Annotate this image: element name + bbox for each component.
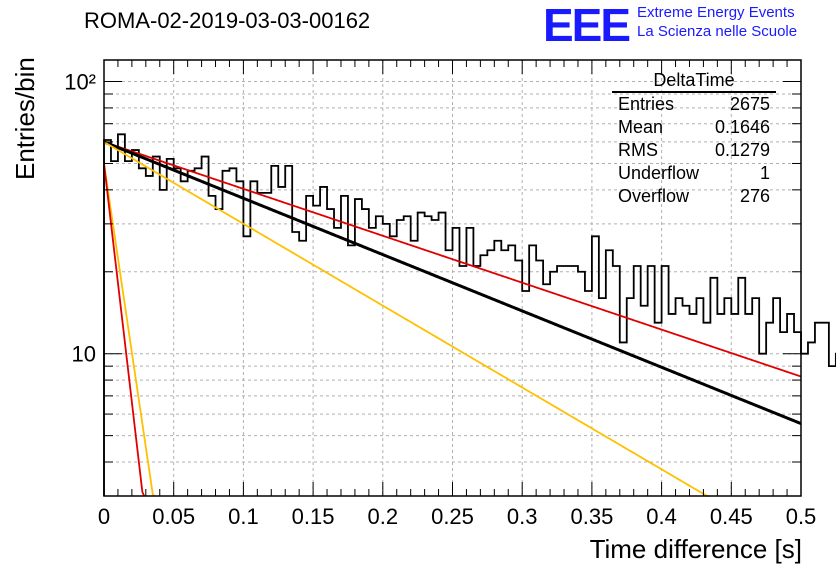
x-tick-label: 0.45 — [710, 504, 753, 529]
stats-box: DeltaTime Entries 2675 Mean 0.1646 RMS 0.12… — [612, 70, 776, 208]
stats-value: 0.1646 — [714, 117, 770, 137]
stats-value: 1 — [759, 163, 770, 183]
chart-title: ROMA-02-2019-03-03-00162 — [84, 8, 371, 33]
stats-row: RMS 0.1279 — [612, 139, 776, 162]
fit-curve-red — [103, 163, 145, 497]
x-axis-label: Time difference [s] — [589, 534, 802, 564]
stats-title: DeltaTime — [612, 70, 776, 93]
fit-curve-red — [103, 141, 802, 378]
stats-label: Mean — [618, 117, 664, 137]
x-tick-label: 0 — [98, 504, 110, 529]
fit-curves — [103, 140, 802, 497]
histogram-step-line — [103, 133, 836, 496]
y-tick-label: 10 — [72, 342, 96, 367]
logo-line-1: Extreme Energy Events — [637, 4, 795, 21]
stats-row: Mean 0.1646 — [612, 116, 776, 139]
x-tick-label: 0.35 — [570, 504, 613, 529]
fit-curve-orange — [103, 163, 156, 497]
x-tick-label: 0.3 — [507, 504, 538, 529]
stats-label: Underflow — [618, 163, 700, 183]
y-tick-label: 10² — [64, 70, 96, 95]
x-tick-label: 0.1 — [228, 504, 259, 529]
stats-label: Overflow — [618, 186, 690, 206]
eee-logo: EEE — [543, 0, 631, 51]
stats-label: Entries — [618, 94, 675, 114]
axis-ticks — [103, 60, 802, 497]
fit-curve-orange — [103, 141, 709, 497]
x-tick-label: 0.5 — [786, 504, 817, 529]
stats-row: Overflow 276 — [612, 185, 776, 208]
x-tick-label: 0.05 — [152, 504, 195, 529]
logo-line-2: La Scienza nelle Scuole — [637, 23, 798, 40]
x-tick-label: 0.2 — [368, 504, 399, 529]
x-tick-label: 0.25 — [431, 504, 474, 529]
y-axis-label: Entries/bin — [10, 57, 40, 180]
x-tick-label: 0.4 — [646, 504, 677, 529]
stats-label: RMS — [618, 140, 658, 160]
histogram-bars — [103, 133, 836, 496]
stats-row: Entries 2675 — [612, 93, 776, 116]
stats-value: 276 — [739, 186, 770, 206]
x-tick-label: 0.15 — [292, 504, 335, 529]
stats-row: Underflow 1 — [612, 162, 776, 185]
fit-curve-black — [103, 140, 802, 425]
stats-value: 2675 — [729, 94, 770, 114]
axis-tick-labels: 0 0.05 0.1 0.15 0.2 0.25 0.3 0.35 0.4 0.45 0.51010… — [64, 70, 816, 529]
stats-value: 0.1279 — [714, 140, 770, 160]
